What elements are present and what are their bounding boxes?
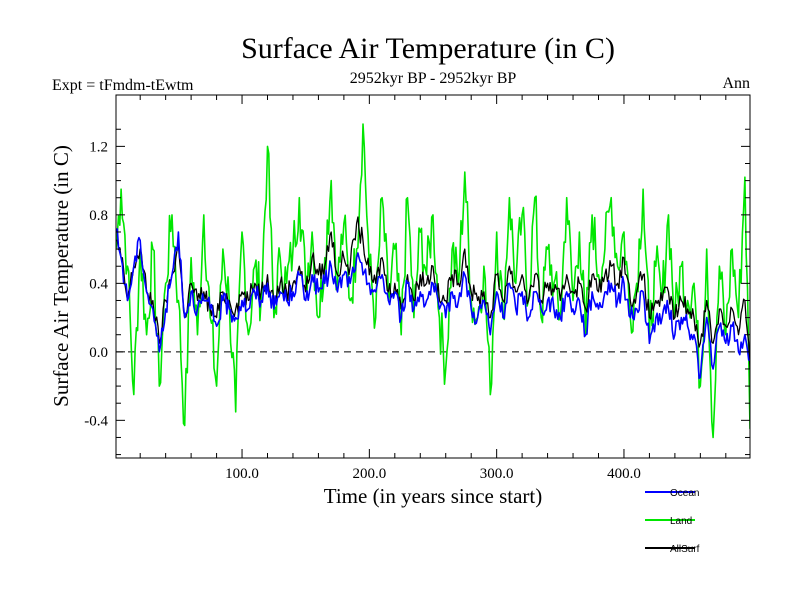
series-line-ocean (116, 228, 750, 380)
legend-label-ocean: Ocean (670, 488, 699, 499)
x-tick-label: 200.0 (352, 466, 386, 482)
series-line-allsurf (116, 216, 750, 370)
y-tick-label: 0.0 (89, 345, 108, 361)
x-tick-label: 300.0 (480, 466, 514, 482)
y-tick-label: -0.4 (84, 413, 108, 429)
x-axis-label: Time (in years since start) (324, 484, 543, 508)
y-tick-label: 0.4 (89, 276, 108, 292)
legend-label-land: Land (670, 516, 692, 527)
x-tick-label: 100.0 (225, 466, 259, 482)
x-tick-label: 400.0 (607, 466, 641, 482)
y-tick-label: 0.8 (89, 208, 108, 224)
legend: Ocean Land AllSurf (645, 488, 700, 555)
season-label: Ann (722, 75, 750, 92)
plot-frame (115, 94, 751, 459)
series-line-land (116, 123, 750, 439)
legend-label-allsurf: AllSurf (670, 544, 700, 555)
axes-layer: 100.0 200.0 300.0 400.0 -0.4 0.0 0.4 0.8 1.2 (84, 95, 750, 482)
series-layer (116, 123, 750, 439)
chart-title: Surface Air Temperature (in C) (241, 32, 615, 65)
period-label: 2952kyr BP - 2952kyr BP (350, 70, 517, 87)
y-tick-label: 1.2 (89, 139, 108, 155)
experiment-label: Expt = tFmdm-tEwtm (52, 77, 194, 94)
y-axis-label: Surface Air Temperature (in C) (49, 145, 73, 407)
